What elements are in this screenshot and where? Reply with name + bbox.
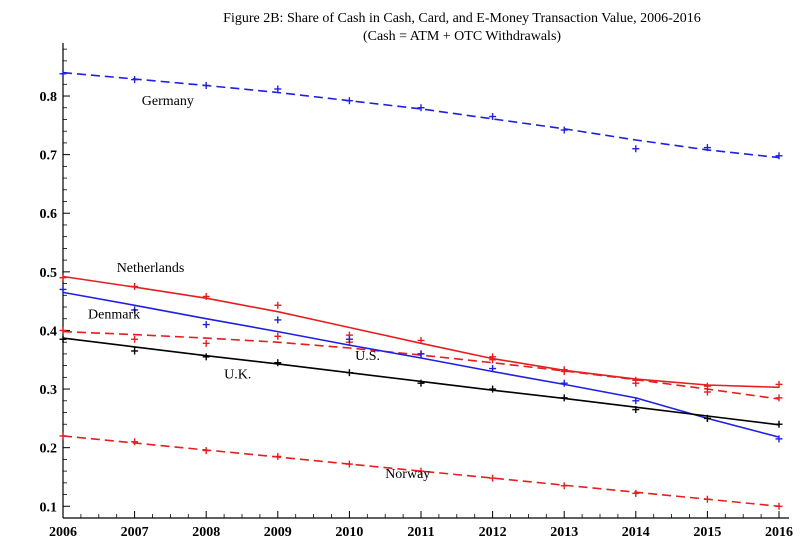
- data-point: [59, 285, 67, 293]
- data-point: [274, 359, 282, 367]
- x-tick-label: 2010: [335, 525, 363, 539]
- x-tick-label: 2007: [121, 525, 149, 539]
- data-point: [345, 369, 353, 377]
- x-tick-label: 2013: [550, 525, 578, 539]
- data-point: [202, 292, 210, 300]
- data-point: [560, 394, 568, 402]
- data-point: [59, 326, 67, 334]
- chart-title: Figure 2B: Share of Cash in Cash, Card, …: [223, 11, 701, 26]
- data-point: [775, 435, 783, 443]
- axes: 0.1 0.2 0.3 0.4 0.5 0.6 0.7 0.8 2006 2007 2008 2009…: [40, 43, 793, 540]
- data-point: [703, 414, 711, 422]
- data-point: [560, 482, 568, 490]
- data-point: [59, 274, 67, 282]
- data-point: [131, 335, 139, 343]
- y-tick-label: 0.1: [40, 500, 58, 515]
- data-point: [417, 350, 425, 358]
- data-point: [703, 388, 711, 396]
- data-point: [417, 467, 425, 475]
- series-line: [62, 275, 780, 389]
- series-u-k: [59, 335, 783, 428]
- chart-subtitle: (Cash = ATM + OTC Withdrawals): [363, 29, 561, 44]
- data-point: [489, 385, 497, 393]
- data-point: [489, 113, 497, 121]
- data-point: [202, 447, 210, 455]
- data-point: [274, 316, 282, 324]
- data-point: [202, 353, 210, 361]
- data-point: [632, 397, 640, 405]
- data-point: [632, 406, 640, 414]
- series-label-denmark: Denmark: [88, 308, 140, 323]
- data-point: [59, 70, 67, 78]
- data-point: [632, 145, 640, 153]
- data-point: [775, 420, 783, 428]
- data-point: [202, 81, 210, 89]
- series-netherlands: [59, 274, 783, 390]
- series-norway: [59, 432, 783, 510]
- x-tick-label: 2011: [407, 525, 434, 539]
- series-line: [62, 71, 780, 159]
- data-point: [274, 452, 282, 460]
- series-label-norway: Norway: [385, 467, 430, 482]
- data-point: [703, 144, 711, 152]
- x-tick-label: 2016: [765, 525, 793, 539]
- series-label-netherlands: Netherlands: [117, 261, 185, 276]
- series-label-u-k: U.K.: [224, 368, 251, 383]
- data-point: [775, 502, 783, 510]
- series-germany: [59, 70, 783, 160]
- x-tick-label: 2008: [192, 525, 220, 539]
- data-point: [775, 394, 783, 402]
- data-point: [632, 379, 640, 387]
- data-point: [131, 283, 139, 290]
- x-tick-label: 2009: [264, 525, 292, 539]
- data-point: [417, 336, 425, 344]
- series-label-germany: Germany: [142, 94, 194, 109]
- data-point: [59, 335, 67, 343]
- series-u-s: [59, 285, 783, 443]
- y-tick-label: 0.4: [40, 324, 58, 339]
- data-point: [345, 97, 353, 105]
- data-point: [131, 306, 139, 314]
- y-tick-label: 0.2: [40, 442, 58, 457]
- data-point: [775, 380, 783, 388]
- data-point: [489, 474, 497, 482]
- data-point: [703, 495, 711, 503]
- x-tick-label: 2012: [479, 525, 507, 539]
- y-tick-label: 0.8: [40, 90, 58, 105]
- data-point: [560, 126, 568, 134]
- y-tick-label: 0.5: [40, 266, 58, 281]
- data-point: [560, 367, 568, 375]
- data-point: [345, 335, 353, 343]
- data-point: [345, 460, 353, 468]
- data-point: [131, 347, 139, 355]
- data-point: [131, 438, 139, 446]
- data-point: [417, 379, 425, 387]
- data-point: [202, 321, 210, 329]
- data-point: [274, 85, 282, 93]
- data-point: [560, 379, 568, 387]
- y-tick-label: 0.6: [40, 207, 58, 222]
- data-point: [274, 332, 282, 340]
- data-point: [417, 104, 425, 112]
- y-tick-label: 0.3: [40, 383, 58, 398]
- data-point: [632, 489, 640, 497]
- data-point: [775, 152, 783, 160]
- y-tick-label: 0.7: [40, 149, 58, 164]
- series-line: [62, 291, 780, 438]
- data-point: [489, 365, 497, 373]
- series-line: [62, 435, 780, 508]
- series-label-u-s: U.S.: [355, 349, 380, 364]
- x-tick-label: 2006: [49, 525, 77, 539]
- series-labels: Germany Netherlands Denmark U.S. U.K. Norway: [88, 94, 430, 482]
- x-tick-label: 2014: [622, 525, 650, 539]
- x-tick-label: 2015: [693, 525, 721, 539]
- data-point: [489, 356, 497, 364]
- data-point: [202, 339, 210, 347]
- series-layer: [59, 70, 783, 510]
- data-point: [59, 432, 67, 440]
- data-point: [274, 301, 282, 309]
- data-point: [131, 76, 139, 84]
